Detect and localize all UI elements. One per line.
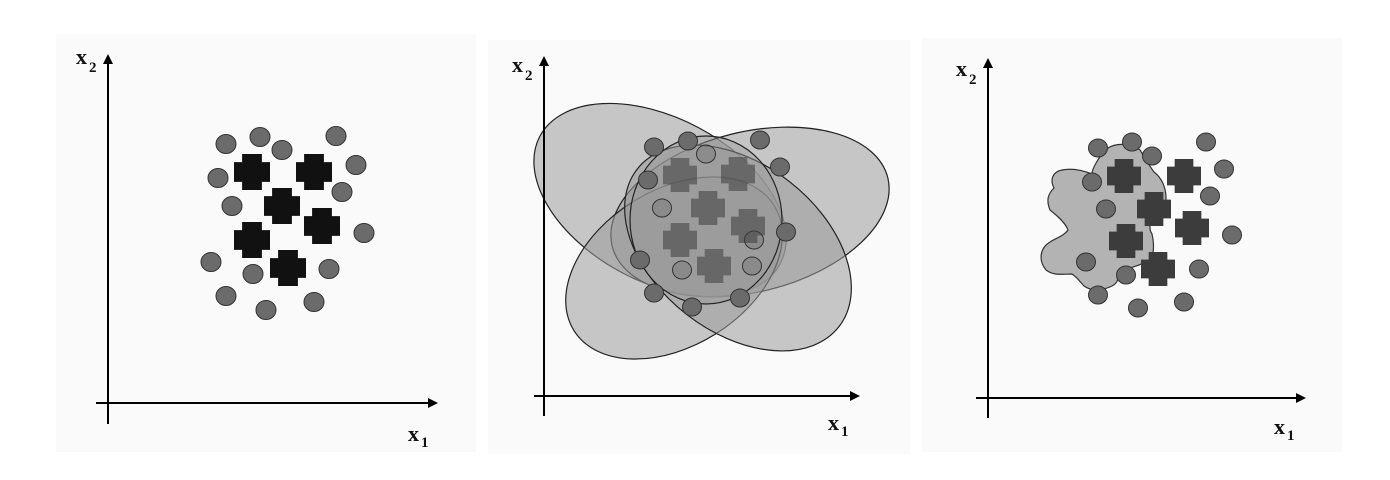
circle-point — [1214, 159, 1234, 179]
circle-point — [318, 259, 340, 279]
circle-point — [1142, 146, 1162, 166]
x-axis-subscript: 1 — [421, 435, 429, 451]
circle-point — [696, 144, 716, 164]
cross-point — [691, 191, 725, 225]
x-axis-subscript: 1 — [841, 424, 849, 440]
cross-point — [296, 154, 332, 190]
cross-point — [234, 222, 270, 258]
scatter-plot-1: x 2 x 1 — [76, 44, 438, 451]
circle-point — [644, 137, 664, 157]
x-axis-label: x — [828, 410, 839, 435]
cross-point — [234, 154, 270, 190]
circle-point — [644, 283, 664, 303]
y-axis-subscript: 2 — [525, 68, 533, 84]
circle-point — [1088, 138, 1108, 158]
circle-point — [1082, 172, 1102, 192]
circle-point — [776, 222, 796, 242]
circle-point — [221, 196, 243, 216]
x-axis-label: x — [1274, 414, 1285, 439]
circle-point — [215, 286, 237, 306]
cross-point — [731, 209, 765, 243]
circle-point — [1088, 285, 1108, 305]
data-points — [200, 126, 375, 320]
circle-point — [1189, 259, 1209, 279]
circle-point — [1128, 298, 1148, 318]
circle-point — [215, 134, 237, 154]
circle-point — [1174, 292, 1194, 312]
cross-point — [663, 223, 697, 257]
circle-point — [630, 250, 650, 270]
circle-point — [750, 130, 770, 150]
cross-point — [663, 158, 697, 192]
y-axis-label: x — [512, 52, 523, 77]
circle-point — [672, 260, 692, 280]
ellipse-regions — [533, 102, 890, 360]
cross-point — [1109, 224, 1143, 258]
cross-point — [697, 249, 731, 283]
circle-point — [678, 131, 698, 151]
x-axis-subscript: 1 — [1287, 428, 1295, 444]
circle-point — [682, 297, 702, 317]
circle-point — [1200, 186, 1220, 206]
cross-point — [721, 157, 755, 191]
circle-point — [325, 126, 347, 146]
cross-point — [1107, 159, 1141, 193]
circle-point — [1196, 132, 1216, 152]
panel-ellipse-boundaries: x 2 x 1 — [488, 40, 910, 454]
circle-point — [331, 182, 353, 202]
cross-point — [264, 188, 300, 224]
circle-point — [200, 252, 222, 272]
y-axis-subscript: 2 — [89, 60, 97, 76]
panel-raw-data: x 2 x 1 — [56, 34, 476, 452]
circle-point — [1116, 265, 1136, 285]
circle-point — [652, 198, 672, 218]
circle-point — [742, 256, 762, 276]
scatter-plot-2: x 2 x 1 — [512, 52, 890, 440]
cross-point — [1167, 159, 1201, 193]
circle-point — [271, 140, 293, 160]
y-axis-label: x — [76, 44, 87, 69]
circle-point — [353, 223, 375, 243]
data-points — [630, 130, 796, 317]
circle-point — [303, 292, 325, 312]
circle-point — [255, 300, 277, 320]
circle-point — [1096, 199, 1116, 219]
circle-point — [770, 157, 790, 177]
circle-point — [730, 288, 750, 308]
cross-point — [1141, 252, 1175, 286]
circle-point — [249, 127, 271, 147]
y-axis-label: x — [956, 56, 967, 81]
cross-point — [270, 250, 306, 286]
circle-point — [207, 168, 229, 188]
circle-point — [1076, 252, 1096, 272]
cross-point — [1175, 211, 1209, 245]
y-axis-subscript: 2 — [969, 72, 977, 88]
cross-point — [1137, 192, 1171, 226]
circle-point — [638, 170, 658, 190]
cross-point — [304, 208, 340, 244]
circle-point — [345, 155, 367, 175]
x-axis-label: x — [408, 421, 419, 446]
circle-point — [1222, 225, 1242, 245]
panel-tight-boundary: x 2 x 1 — [922, 38, 1342, 452]
circle-point — [242, 264, 264, 284]
circle-point — [1122, 132, 1142, 152]
data-points — [1076, 132, 1242, 318]
scatter-plot-3: x 2 x 1 — [956, 56, 1306, 444]
